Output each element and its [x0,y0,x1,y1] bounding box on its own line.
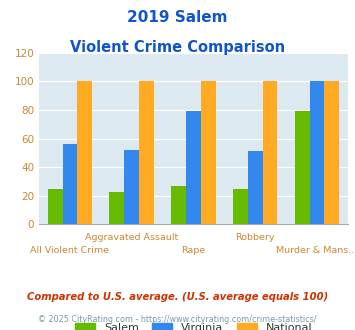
Bar [248,151,263,224]
Bar [324,82,339,224]
Text: Aggravated Assault: Aggravated Assault [85,233,178,242]
Bar [263,82,278,224]
Bar [62,144,77,224]
Bar [171,186,186,224]
Text: Robbery: Robbery [235,233,275,242]
Bar [310,82,324,224]
Bar [139,82,154,224]
Legend: Salem, Virginia, National: Salem, Virginia, National [72,319,315,330]
Bar [48,189,62,224]
Bar [109,191,124,224]
Bar [201,82,216,224]
Text: Violent Crime Comparison: Violent Crime Comparison [70,40,285,54]
Text: Compared to U.S. average. (U.S. average equals 100): Compared to U.S. average. (U.S. average … [27,292,328,302]
Bar [186,112,201,224]
Text: 2019 Salem: 2019 Salem [127,10,228,25]
Bar [77,82,92,224]
Bar [124,150,139,224]
Text: All Violent Crime: All Violent Crime [31,246,109,255]
Text: © 2025 CityRating.com - https://www.cityrating.com/crime-statistics/: © 2025 CityRating.com - https://www.city… [38,315,317,324]
Bar [233,189,248,224]
Bar [295,112,310,224]
Text: Murder & Mans...: Murder & Mans... [277,246,355,255]
Text: Rape: Rape [181,246,206,255]
